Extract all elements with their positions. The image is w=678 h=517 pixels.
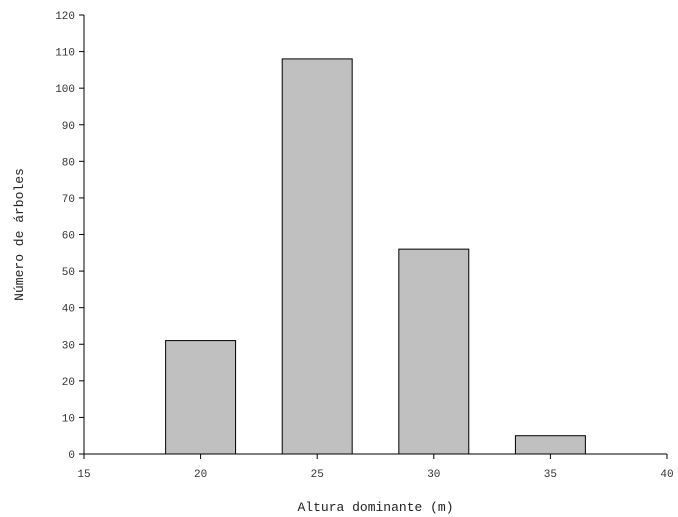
x-axis-title: Altura dominante (m) bbox=[297, 500, 453, 515]
y-tick-label: 100 bbox=[55, 84, 75, 96]
bar-20 bbox=[165, 340, 237, 455]
y-tick-label: 60 bbox=[62, 231, 75, 243]
y-tick-label: 50 bbox=[62, 267, 75, 279]
bar-35 bbox=[514, 435, 586, 455]
y-tick-label: 70 bbox=[62, 194, 75, 206]
y-tick-label: 40 bbox=[62, 304, 75, 316]
x-tick-label: 15 bbox=[77, 469, 90, 481]
x-tick-label: 25 bbox=[311, 469, 324, 481]
x-tick-label: 30 bbox=[427, 469, 440, 481]
y-axis-title: Número de árboles bbox=[12, 168, 27, 301]
y-tick-label: 10 bbox=[62, 413, 75, 425]
y-tick-label: 80 bbox=[62, 157, 75, 169]
y-ticks-layer: 0 10 20 30 40 50 60 70 80 90 100 110 120 bbox=[55, 11, 84, 462]
y-tick-label: 0 bbox=[68, 450, 75, 462]
y-tick-label: 30 bbox=[62, 340, 75, 352]
y-tick-label: 110 bbox=[55, 48, 75, 60]
y-tick-label: 90 bbox=[62, 121, 75, 133]
bars-layer bbox=[165, 58, 586, 455]
y-tick-label: 20 bbox=[62, 377, 75, 389]
x-ticks-layer: 15 20 25 30 35 40 bbox=[77, 454, 674, 481]
x-tick-label: 20 bbox=[194, 469, 207, 481]
y-tick-label: 120 bbox=[55, 11, 75, 23]
x-tick-label: 35 bbox=[544, 469, 557, 481]
x-tick-label: 40 bbox=[660, 469, 673, 481]
bar-25 bbox=[281, 58, 353, 455]
bar-30 bbox=[398, 248, 470, 455]
